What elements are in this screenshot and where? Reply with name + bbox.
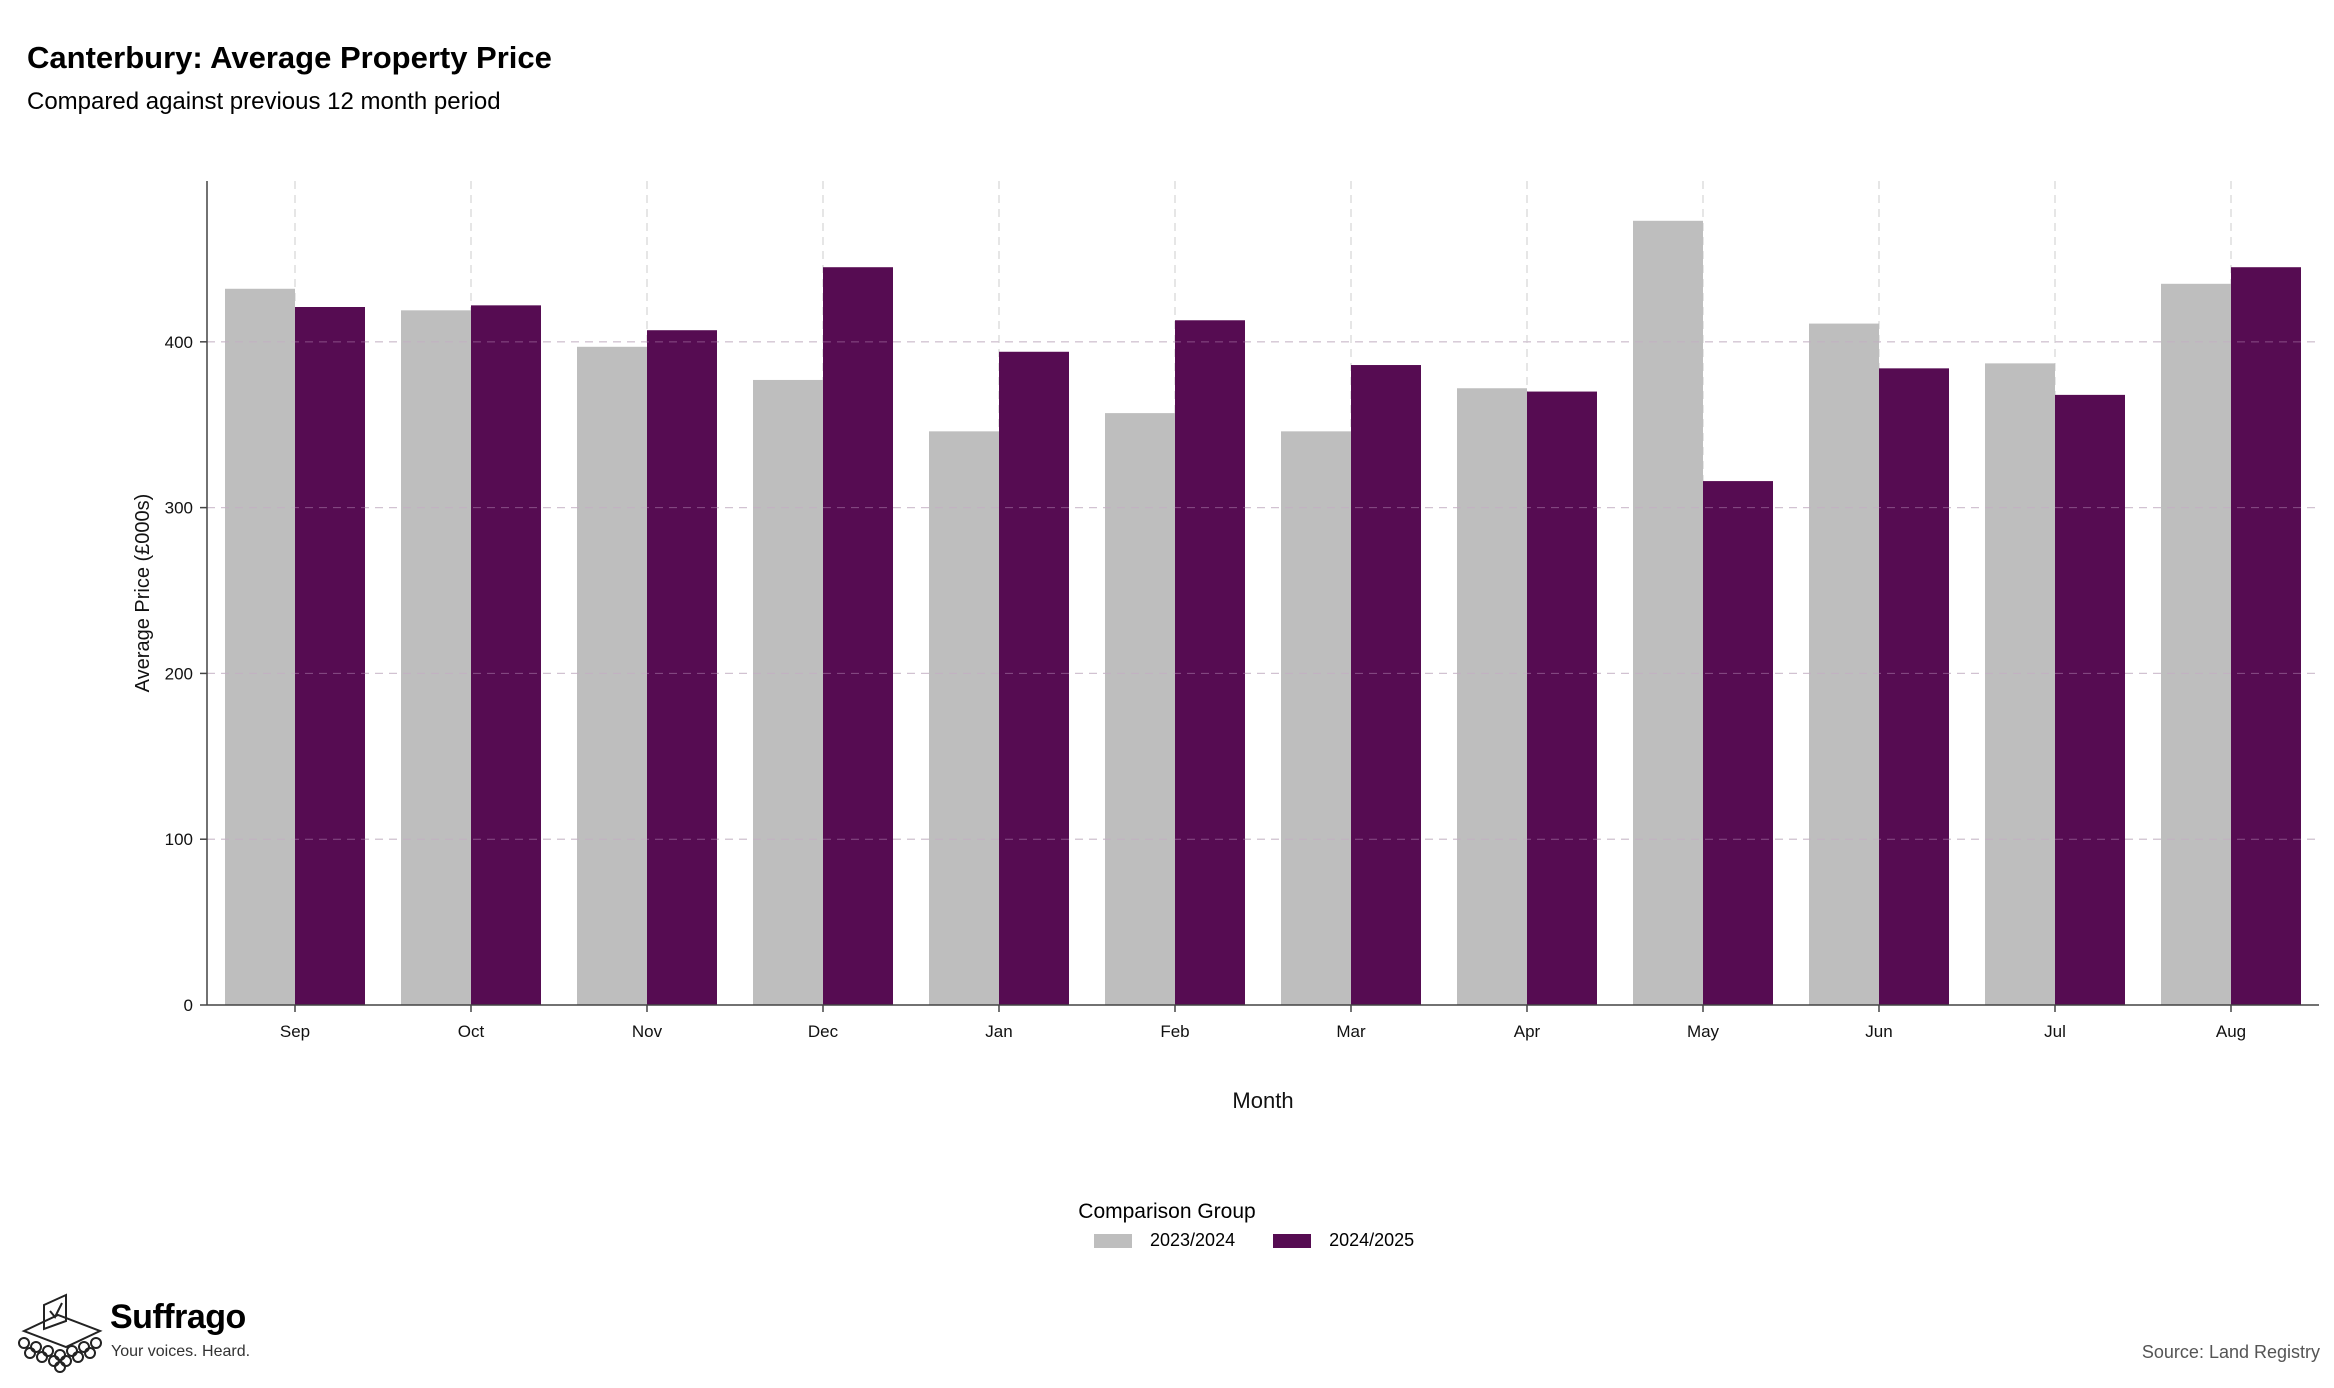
legend-item-2023-2024: 2023/2024 <box>1094 1230 1235 1251</box>
y-tick-label: 100 <box>165 830 193 849</box>
bar-2023-2024-jul <box>1985 363 2055 1005</box>
y-tick-label: 300 <box>165 499 193 518</box>
x-tick-label: Oct <box>458 1022 485 1041</box>
bar-2024-2025-apr <box>1527 391 1597 1006</box>
x-tick-label: May <box>1687 1022 1720 1041</box>
x-tick-label: Feb <box>1160 1022 1189 1041</box>
x-tick-label: Dec <box>808 1022 839 1041</box>
bar-2024-2025-jan <box>999 351 1069 1005</box>
bar-2024-2025-sep <box>295 307 365 1005</box>
x-tick-label: Apr <box>1514 1022 1541 1041</box>
bar-2023-2024-apr <box>1457 388 1527 1005</box>
bar-2023-2024-jan <box>929 431 999 1005</box>
bar-chart: 0 100 200 300 400 Sep Oct Nov Dec Jan Feb Mar Apr May… <box>132 181 2319 1113</box>
legend-item-2024-2025: 2024/2025 <box>1273 1230 1414 1251</box>
bar-2023-2024-sep <box>225 288 295 1005</box>
legend-label-2024-2025: 2024/2025 <box>1329 1230 1415 1250</box>
x-tick-label: Jun <box>1865 1022 1892 1041</box>
legend-swatch-2024-2025 <box>1273 1233 1312 1248</box>
bar-2024-2025-jun <box>1879 368 1949 1005</box>
y-tick-label: 400 <box>165 333 193 352</box>
legend-swatch-2023-2024 <box>1094 1233 1132 1248</box>
source-note: Source: Land Registry <box>2141 1342 2320 1362</box>
bar-2024-2025-nov <box>647 330 717 1005</box>
brand-tagline: Your voices. Heard. <box>111 1343 251 1360</box>
bar-2023-2024-feb <box>1105 413 1175 1005</box>
bar-2023-2024-jun <box>1809 323 1879 1005</box>
bar-2023-2024-aug <box>2161 283 2231 1006</box>
legend-label-2023-2024: 2023/2024 <box>1150 1230 1236 1250</box>
bar-2023-2024-nov <box>577 346 647 1005</box>
x-tick-label: Sep <box>280 1022 310 1041</box>
legend: 2023/2024 2024/2025 <box>1094 1230 1452 1251</box>
chart-title: Canterbury: Average Property Price <box>27 40 552 75</box>
x-tick-label: Jul <box>2044 1022 2066 1041</box>
x-axis-title: Month <box>1232 1088 1293 1113</box>
bar-2024-2025-aug <box>2231 267 2301 1006</box>
bar-2024-2025-mar <box>1351 365 1421 1005</box>
brand-name: Suffrago <box>110 1298 246 1336</box>
bar-2024-2025-may <box>1703 481 1773 1006</box>
bar-2023-2024-mar <box>1281 431 1351 1005</box>
bar-2023-2024-may <box>1633 220 1703 1005</box>
legend-title: Comparison Group <box>1078 1200 1256 1223</box>
bar-2023-2024-dec <box>753 379 823 1005</box>
bar-2024-2025-dec <box>823 267 893 1006</box>
bar-2024-2025-jul <box>2055 394 2125 1005</box>
x-tick-label: Aug <box>2216 1022 2246 1041</box>
x-tick-label: Jan <box>985 1022 1012 1041</box>
chart-subtitle: Compared against previous 12 month perio… <box>27 88 501 115</box>
y-tick-label: 0 <box>184 996 193 1015</box>
ballot-box-icon <box>18 1293 103 1373</box>
bar-2024-2025-feb <box>1175 320 1245 1006</box>
y-tick-label: 200 <box>165 664 193 683</box>
x-tick-label: Nov <box>632 1022 663 1041</box>
y-axis-title: Average Price (£000s) <box>132 494 154 693</box>
x-tick-label: Mar <box>1336 1022 1366 1041</box>
bar-2023-2024-oct <box>401 310 471 1005</box>
bar-2024-2025-oct <box>471 305 541 1005</box>
